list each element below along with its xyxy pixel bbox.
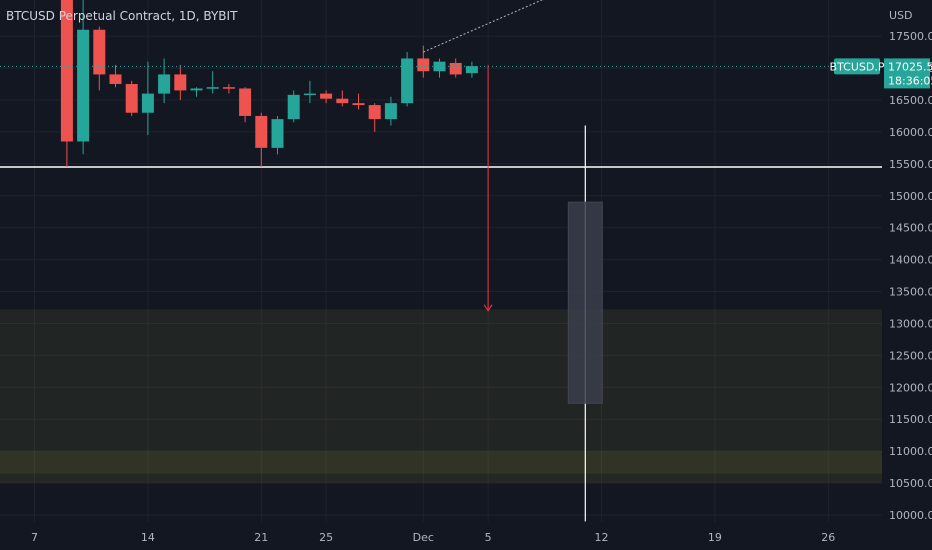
- price-tick-label: 11500.0: [889, 413, 932, 426]
- symbol-badge-label: BTCUSD.P: [830, 60, 885, 73]
- candle: [320, 90, 333, 104]
- candle: [384, 96, 397, 126]
- time-tick-label: Dec: [413, 531, 434, 544]
- candle: [206, 71, 219, 94]
- projection-body: [567, 201, 603, 404]
- candle-body: [352, 103, 365, 106]
- time-axis[interactable]: 7 14 21 25 Dec 5 12 19 26: [31, 531, 835, 544]
- candle-body: [93, 29, 106, 75]
- candle: [271, 115, 284, 155]
- price-zone: [0, 451, 882, 484]
- candlesticks: [60, 0, 478, 168]
- candle-body: [125, 84, 138, 113]
- price-badge-value: 17025.5: [888, 60, 932, 73]
- candle-body: [174, 74, 187, 91]
- price-tick-label: 13500.0: [889, 286, 932, 299]
- candle: [125, 80, 138, 116]
- projection-candle: [567, 125, 603, 522]
- candle: [255, 112, 268, 168]
- price-axis[interactable]: USD 10000.0 10500.0 11000.0 11500.0 12000.0 1…: [889, 9, 932, 522]
- price-badge: [884, 58, 930, 89]
- price-zones: [0, 309, 882, 484]
- candle-body: [141, 93, 154, 113]
- candle-body: [320, 93, 333, 99]
- candle: [60, 0, 73, 168]
- candle-body: [336, 98, 349, 104]
- time-tick-label: 5: [485, 531, 492, 544]
- candle-body: [384, 103, 397, 120]
- candle: [77, 0, 90, 155]
- candle-body: [206, 87, 219, 89]
- price-tick-label: 16000.0: [889, 126, 932, 139]
- candle-body: [271, 119, 284, 148]
- candle-body: [465, 66, 478, 74]
- candle-body: [449, 62, 462, 75]
- price-tick-label: 13000.0: [889, 317, 932, 330]
- price-tick-label: 12000.0: [889, 381, 932, 394]
- price-tick-label: 15500.0: [889, 158, 932, 171]
- candle: [287, 90, 300, 123]
- candle: [433, 58, 446, 78]
- candle-body: [222, 87, 235, 89]
- price-tick-label: 15000.0: [889, 190, 932, 203]
- price-tick-label: 12500.0: [889, 349, 932, 362]
- currency-label: USD: [889, 9, 913, 22]
- price-tick-label: 10500.0: [889, 477, 932, 490]
- chart-drawings[interactable]: [0, 0, 882, 312]
- candle-body: [77, 29, 90, 142]
- candle: [303, 80, 316, 104]
- candle: [449, 58, 462, 78]
- candle: [174, 64, 187, 100]
- candle-body: [255, 115, 268, 148]
- candle: [222, 84, 235, 94]
- candle-body: [433, 61, 446, 72]
- candle-body: [287, 94, 300, 120]
- candle-body: [401, 58, 414, 104]
- time-tick-label: 12: [595, 531, 609, 544]
- price-tick-label: 17500.0: [889, 30, 932, 43]
- price-zone: [0, 309, 882, 474]
- time-tick-label: 21: [254, 531, 268, 544]
- candle: [401, 52, 414, 107]
- candle: [141, 61, 154, 136]
- candle-body: [368, 105, 381, 120]
- candle-body: [109, 74, 122, 85]
- time-tick-label: 14: [141, 531, 155, 544]
- candle-body: [158, 74, 171, 94]
- price-tick-label: 16500.0: [889, 94, 932, 107]
- candle: [465, 61, 478, 78]
- price-badge-countdown: 18:36:05: [888, 74, 932, 87]
- chart-title: BTCUSD Perpetual Contract, 1D, BYBIT: [6, 9, 238, 23]
- candle: [109, 64, 122, 88]
- target-arrow-head[interactable]: [483, 304, 493, 312]
- candle-body: [190, 88, 203, 91]
- time-tick-label: 25: [319, 531, 333, 544]
- candle-body: [239, 88, 252, 116]
- time-tick-label: 19: [708, 531, 722, 544]
- symbol-badge: [834, 58, 880, 75]
- time-tick-label: 26: [821, 531, 835, 544]
- price-tick-label: 10000.0: [889, 509, 932, 522]
- time-tick-label: 7: [31, 531, 38, 544]
- price-tick-label: 11000.0: [889, 445, 932, 458]
- candle-body: [417, 58, 430, 72]
- candle: [417, 45, 430, 78]
- candle: [190, 87, 203, 97]
- price-tick-label: 14500.0: [889, 222, 932, 235]
- price-tick-label: 14000.0: [889, 254, 932, 267]
- candle: [336, 90, 349, 107]
- candle: [158, 58, 171, 104]
- candle-body: [60, 0, 73, 142]
- candle: [239, 87, 252, 123]
- candle: [352, 93, 365, 110]
- candle-body: [303, 93, 316, 96]
- candle: [368, 103, 381, 132]
- candle: [93, 26, 106, 91]
